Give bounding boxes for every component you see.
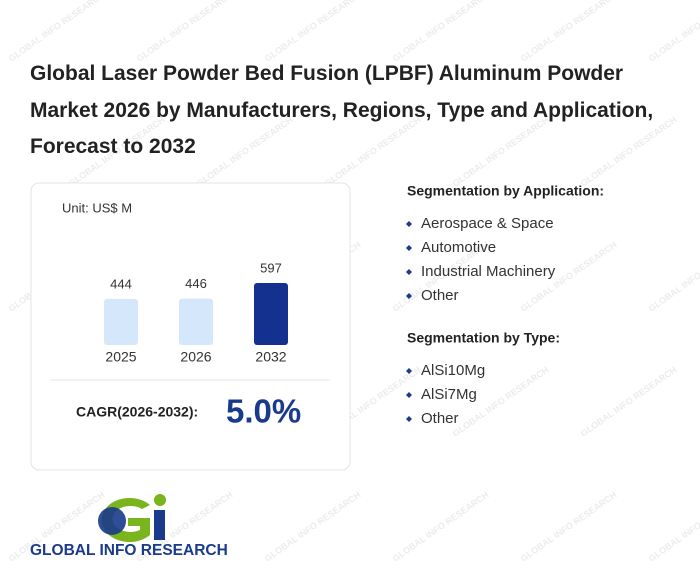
watermark: GLOBAL INFO RESEARCH xyxy=(263,0,363,64)
bar xyxy=(179,298,213,345)
segment-item: Automotive xyxy=(421,239,496,256)
x-tick-label: 2025 xyxy=(105,349,136,365)
unit-label: Unit: US$ M xyxy=(62,200,132,215)
bullet xyxy=(406,416,412,422)
segment-heading: Segmentation by Type: xyxy=(407,330,560,346)
watermark: GLOBAL INFO RESEARCH xyxy=(263,490,363,564)
value-label: 597 xyxy=(260,260,282,275)
bar xyxy=(104,298,138,345)
title: Global Laser Powder Bed Fusion (LPBF) Al… xyxy=(30,62,654,158)
segment-item: Aerospace & Space xyxy=(421,215,554,232)
watermark: GLOBAL INFO RESEARCH xyxy=(647,240,700,314)
segment-item: AlSi10Mg xyxy=(421,362,485,379)
bullet xyxy=(406,293,412,299)
bullet xyxy=(406,269,412,275)
bullet xyxy=(406,368,412,374)
bullet xyxy=(406,392,412,398)
logo xyxy=(98,494,166,542)
x-tick-label: 2026 xyxy=(180,349,211,365)
watermark: GLOBAL INFO RESEARCH xyxy=(7,0,107,64)
cagr-value: 5.0% xyxy=(226,393,301,430)
bar xyxy=(254,283,288,345)
watermark: GLOBAL INFO RESEARCH xyxy=(519,0,619,64)
value-label: 446 xyxy=(185,276,207,291)
segment-item: Other xyxy=(421,287,459,304)
watermark: GLOBAL INFO RESEARCH xyxy=(391,0,491,64)
watermark: GLOBAL INFO RESEARCH xyxy=(647,490,700,564)
bullet xyxy=(406,221,412,227)
value-label: 444 xyxy=(110,276,132,291)
watermark: GLOBAL INFO RESEARCH xyxy=(135,0,235,64)
logo-text: GLOBAL INFO RESEARCH xyxy=(30,542,228,559)
segment-item: AlSi7Mg xyxy=(421,386,477,403)
watermark: GLOBAL INFO RESEARCH xyxy=(579,365,679,439)
watermark: GLOBAL INFO RESEARCH xyxy=(391,490,491,564)
segment-item: Industrial Machinery xyxy=(421,263,556,280)
watermark: GLOBAL INFO RESEARCH xyxy=(647,0,700,64)
bullet xyxy=(406,245,412,251)
watermark: GLOBAL INFO RESEARCH xyxy=(519,490,619,564)
cagr-label: CAGR(2026-2032): xyxy=(76,404,198,420)
segment-heading: Segmentation by Application: xyxy=(407,183,604,199)
segment-item: Other xyxy=(421,410,459,427)
x-tick-label: 2032 xyxy=(255,349,286,365)
